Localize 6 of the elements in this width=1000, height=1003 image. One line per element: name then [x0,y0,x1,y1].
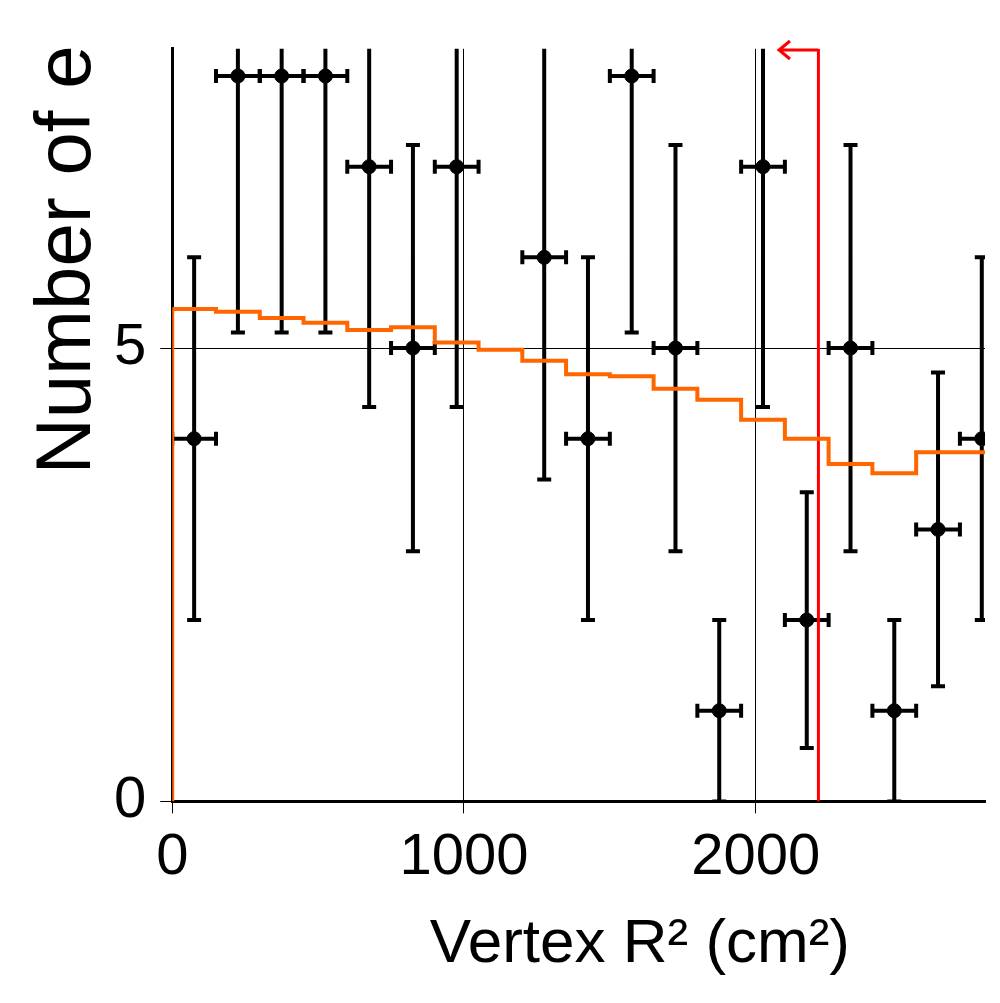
x-tick-label: 1000 [399,821,529,887]
x-axis-title: Vertex R² (cm²) [429,905,850,976]
x-tick-label: 0 [156,821,189,887]
y-tick-label: 5 [113,311,147,377]
y-axis-title: Number of e [18,45,108,475]
x-tick-label: 2000 [691,821,821,887]
